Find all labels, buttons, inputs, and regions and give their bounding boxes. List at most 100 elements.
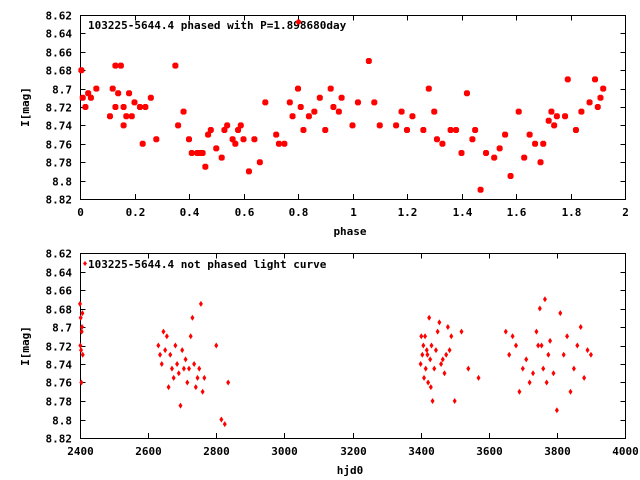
phased-data-point: [316, 94, 323, 101]
phased-data-point: [335, 108, 342, 115]
unphased-data-point: [214, 342, 219, 349]
phased-x-tick-label: 2: [622, 206, 629, 219]
unphased-y-tick-label: 8.7: [52, 322, 72, 335]
unphased-x-axis-label: hjd0: [337, 464, 364, 477]
phased-data-point: [398, 108, 405, 115]
phased-data-point: [311, 108, 318, 115]
phased-data-point: [297, 104, 304, 110]
unphased-data-point: [435, 328, 440, 335]
phased-data-point: [147, 94, 154, 101]
phased-data-point: [376, 122, 383, 129]
phased-data-point: [477, 186, 484, 193]
phased-data-point: [600, 85, 607, 92]
unphased-data-point: [428, 356, 433, 363]
phased-data-point: [409, 113, 416, 120]
phased-y-tick-label: 8.8: [52, 176, 72, 189]
phased-data-point: [496, 145, 503, 152]
unphased-data-point: [161, 328, 166, 335]
unphased-data-point: [588, 351, 593, 358]
phased-data-point: [115, 90, 122, 97]
unphased-data-point: [544, 379, 549, 386]
unphased-data-point: [78, 342, 83, 349]
phased-data-point: [205, 131, 212, 138]
phased-data-point: [221, 127, 228, 133]
unphased-data-point: [166, 384, 171, 391]
unphased-data-point: [164, 333, 169, 340]
unphased-data-points: [78, 296, 593, 428]
phased-data-point: [502, 131, 509, 138]
unphased-data-point: [79, 379, 84, 386]
unphased-legend-label: 103225-5644.4 not phased light curve: [88, 258, 327, 271]
unphased-data-point: [476, 374, 481, 381]
phased-data-point: [553, 113, 560, 120]
phased-data-point: [85, 90, 92, 97]
phased-data-point: [286, 99, 293, 106]
phased-data-point: [139, 140, 146, 147]
phased-data-point: [186, 136, 192, 143]
phased-x-tick-label: 1.8: [562, 206, 582, 219]
unphased-data-point: [524, 356, 529, 363]
phased-data-point: [262, 99, 269, 106]
unphased-data-point: [531, 370, 536, 377]
unphased-x-tick-label: 3400: [408, 445, 435, 458]
unphased-data-point: [437, 319, 442, 326]
phased-data-point: [433, 136, 440, 143]
phased-data-point: [572, 127, 579, 133]
phased-data-point: [338, 94, 345, 101]
phased-data-point: [251, 136, 258, 143]
unphased-x-tick-label: 2400: [67, 445, 94, 458]
phased-data-point: [458, 150, 465, 156]
unphased-data-point: [439, 361, 444, 367]
phased-data-point: [404, 127, 410, 133]
unphased-data-point: [195, 374, 200, 381]
unphased-data-point: [418, 361, 423, 367]
unphased-data-point: [429, 342, 434, 349]
phased-x-tick-label: 0: [77, 206, 84, 219]
unphased-data-point: [561, 351, 566, 358]
phased-data-point: [232, 140, 239, 147]
phased-data-point: [79, 94, 86, 101]
phased-x-tick-label: 1.2: [398, 206, 418, 219]
unphased-data-point: [541, 365, 546, 372]
unphased-data-point: [185, 379, 190, 386]
phased-legend-marker: [296, 19, 301, 25]
unphased-data-point: [190, 314, 195, 321]
phased-data-point: [365, 58, 372, 64]
phased-data-point: [483, 150, 490, 156]
phased-data-point: [551, 122, 558, 129]
phased-data-point: [491, 154, 498, 161]
unphased-y-tick-label: 8.78: [46, 396, 73, 409]
phased-y-tick-label: 8.72: [46, 102, 73, 115]
unphased-data-point: [447, 347, 452, 354]
unphased-data-point: [159, 361, 164, 367]
unphased-data-point: [565, 333, 570, 340]
unphased-y-tick-label: 8.74: [46, 359, 73, 372]
unphased-data-point: [548, 337, 553, 344]
phased-data-point: [207, 127, 214, 133]
phased-y-tick-label: 8.74: [46, 120, 73, 133]
unphased-data-point: [432, 365, 437, 372]
unphased-data-point: [193, 384, 198, 391]
unphased-x-tick-label: 3600: [476, 445, 503, 458]
unphased-data-point: [226, 379, 231, 386]
phased-legend-label: 103225-5644.4 phased with P=1.898680day: [88, 19, 347, 32]
unphased-y-tick-label: 8.82: [46, 433, 73, 446]
unphased-data-point: [173, 342, 178, 349]
phased-data-point: [213, 145, 220, 152]
unphased-data-point: [181, 365, 186, 372]
phased-data-point: [275, 140, 282, 147]
phased-data-point: [235, 127, 242, 133]
phased-data-point: [586, 99, 593, 106]
unphased-data-point: [171, 374, 176, 381]
phased-data-point: [453, 127, 460, 133]
unphased-data-point: [445, 324, 450, 330]
unphased-plot-frame: [80, 253, 626, 439]
unphased-data-point: [175, 361, 180, 367]
phased-data-point: [112, 104, 119, 110]
unphased-data-point: [571, 365, 576, 372]
unphased-data-point: [433, 347, 438, 354]
unphased-data-point: [568, 388, 573, 395]
unphased-data-point: [422, 374, 427, 381]
